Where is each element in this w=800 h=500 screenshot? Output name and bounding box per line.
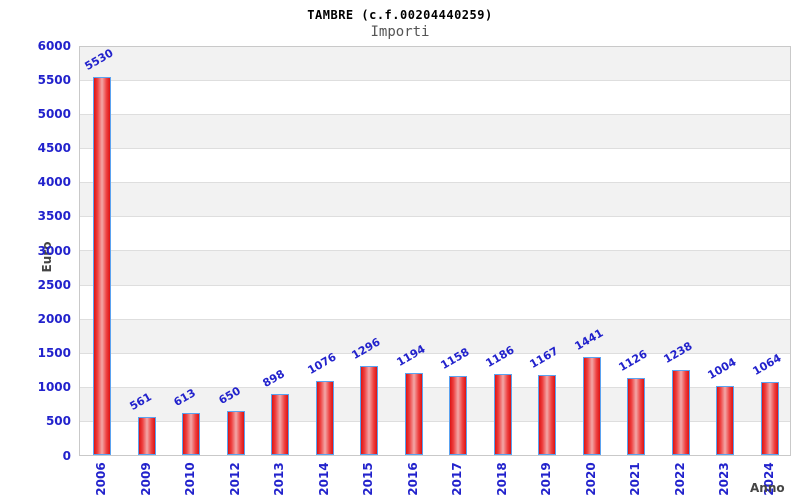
- grid-band: [80, 250, 790, 285]
- y-tick-label: 1500: [37, 346, 71, 360]
- x-tick-label: 2017: [450, 462, 465, 496]
- bar-2019: [538, 375, 557, 455]
- y-tick-label: 0: [62, 448, 71, 463]
- x-tick-label: 2015: [361, 462, 376, 496]
- bar-2021: [627, 378, 646, 455]
- grid-bands: [80, 47, 790, 455]
- y-tick-label: 4500: [37, 141, 71, 155]
- chart-subtitle: Importi: [370, 24, 430, 40]
- x-tick-label: 2016: [405, 462, 420, 496]
- x-tick-label: 2006: [94, 462, 109, 496]
- y-tick-label: 3500: [37, 209, 71, 224]
- bar-2012: [226, 410, 245, 455]
- x-tick-label: 2012: [227, 462, 242, 496]
- y-tick-label: 500: [45, 414, 71, 429]
- bar-2015: [360, 366, 379, 455]
- x-tick-label: 2018: [494, 462, 509, 496]
- bar-2017: [449, 375, 468, 455]
- y-tick-label: 6000: [37, 38, 71, 53]
- bar-2020: [582, 356, 601, 455]
- bar-2018: [493, 373, 512, 455]
- y-tick-label: 2000: [37, 311, 71, 326]
- chart-title: TAMBRE (c.f.00204440259): [307, 8, 493, 22]
- grid-band: [80, 47, 790, 81]
- x-tick-label: 2019: [539, 462, 554, 496]
- bar-2016: [404, 373, 423, 455]
- x-tick-label: 2020: [583, 462, 598, 496]
- y-tick-label: 3000: [37, 243, 71, 258]
- x-tick-label: 2021: [628, 462, 643, 496]
- grid-band: [80, 318, 790, 353]
- x-tick-label: 2014: [316, 462, 331, 496]
- grid-band: [80, 216, 790, 251]
- plot-area: [79, 46, 791, 456]
- bar-2023: [716, 386, 735, 455]
- x-tick-label: 2023: [717, 462, 732, 496]
- y-tick-label: 5000: [37, 106, 71, 121]
- x-tick-label: 2009: [138, 462, 153, 496]
- grid-band: [80, 80, 790, 115]
- grid-band: [80, 352, 790, 387]
- x-axis-title: Anno: [750, 481, 785, 495]
- bar-2010: [182, 413, 201, 455]
- grid-band: [80, 182, 790, 217]
- bar-2024: [760, 382, 779, 455]
- y-tick-label: 2500: [37, 277, 71, 292]
- bar-2009: [137, 416, 156, 455]
- y-tick-label: 5500: [37, 72, 71, 87]
- grid-band: [80, 114, 790, 149]
- bar-2014: [315, 381, 334, 455]
- x-tick-label: 2022: [672, 462, 687, 496]
- y-tick-label: 1000: [37, 380, 71, 395]
- x-tick-label: 2013: [272, 462, 287, 496]
- x-tick-label: 2010: [183, 462, 198, 496]
- grid-band: [80, 284, 790, 319]
- grid-band: [80, 148, 790, 183]
- bar-2013: [271, 393, 290, 455]
- y-tick-label: 4000: [37, 175, 71, 190]
- bar-2006: [93, 77, 112, 455]
- bar-2022: [671, 370, 690, 455]
